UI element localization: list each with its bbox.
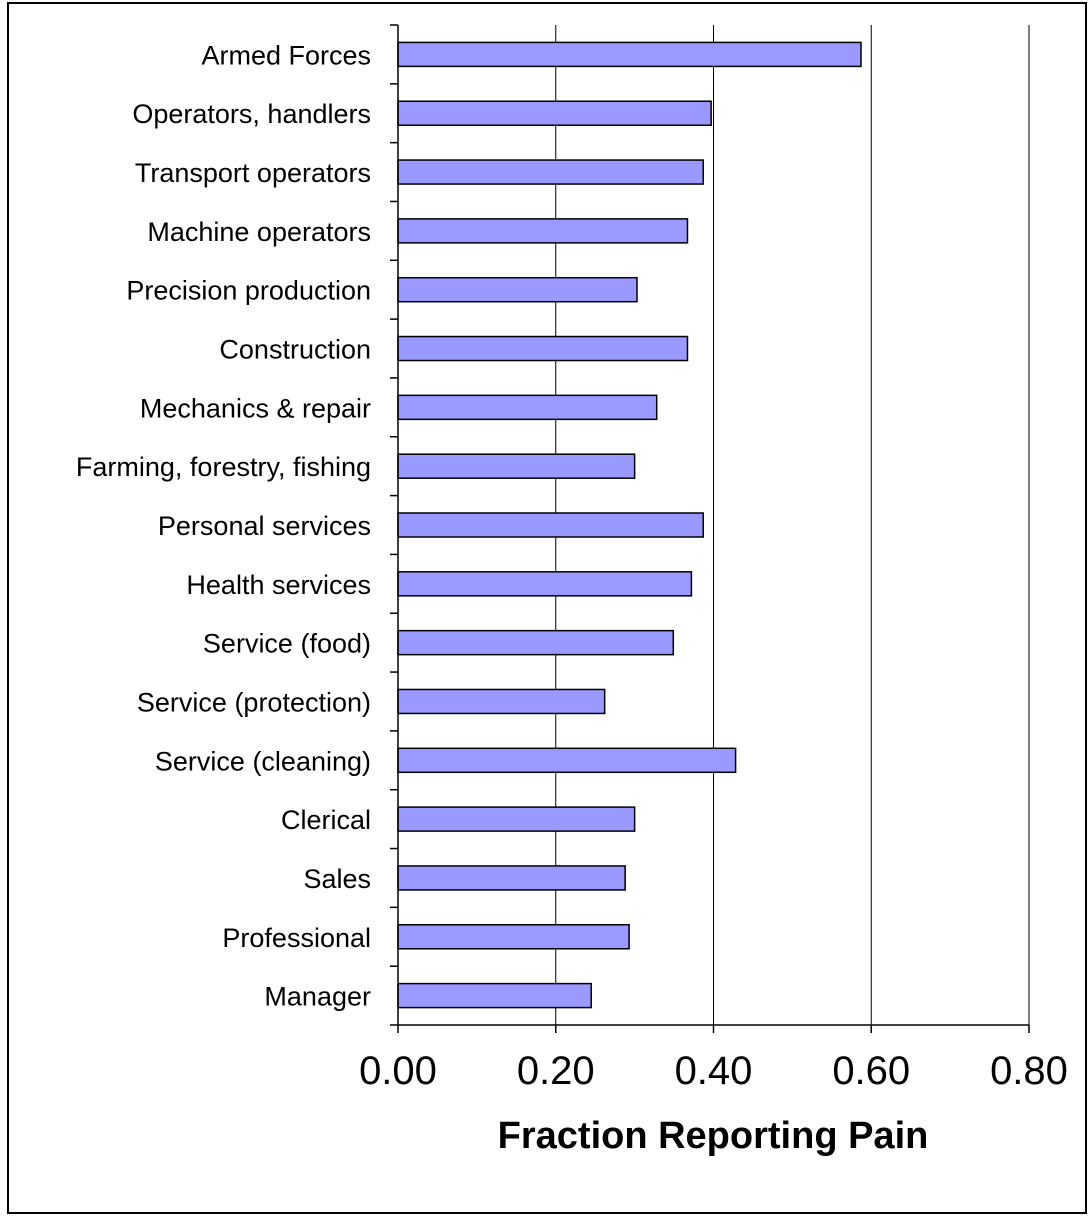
category-label: Manager [264, 982, 371, 1012]
bar [397, 159, 704, 185]
category-label: Service (cleaning) [155, 746, 371, 776]
bar [397, 100, 712, 126]
bar [397, 41, 862, 68]
category-label: Professional [222, 923, 371, 953]
category-label: Health services [186, 570, 371, 600]
category-label: Machine operators [147, 217, 371, 247]
category-label: Farming, forestry, fishing [76, 452, 371, 482]
bar [397, 276, 638, 303]
category-label: Precision production [126, 276, 371, 306]
axes [390, 24, 1030, 1033]
bar [397, 512, 704, 538]
bar [397, 982, 592, 1009]
x-axis-title: Fraction Reporting Pain [498, 1115, 929, 1157]
category-label: Armed Forces [201, 40, 371, 70]
bar [397, 629, 675, 656]
bar [397, 688, 606, 715]
category-label: Transport operators [135, 158, 371, 188]
bar [397, 806, 636, 832]
category-labels: Armed Forces Operators, handlers Transport… [76, 40, 371, 1011]
bars [397, 41, 862, 1009]
x-tick-label: 0.60 [832, 1049, 910, 1093]
bar [397, 924, 630, 950]
bar [397, 747, 737, 774]
category-label: Operators, handlers [132, 99, 371, 129]
bar [397, 453, 636, 479]
x-tick-label: 0.20 [517, 1049, 595, 1093]
x-tick-label: 0.40 [675, 1049, 753, 1093]
x-tick-label: 0.00 [359, 1049, 437, 1093]
category-label: Clerical [281, 805, 371, 835]
category-label: Service (food) [203, 629, 371, 659]
x-tick-label: 0.80 [990, 1049, 1068, 1093]
bar [397, 335, 689, 362]
category-label: Personal services [158, 511, 371, 541]
x-tick-labels: 0.00 0.20 0.40 0.60 0.80 [359, 1049, 1068, 1093]
category-label: Service (protection) [137, 687, 371, 717]
category-label: Construction [219, 335, 371, 365]
category-label: Mechanics & repair [140, 393, 371, 423]
category-label: Sales [303, 864, 371, 894]
chart-frame [7, 2, 1087, 1214]
bar [397, 571, 693, 597]
bar [397, 394, 658, 421]
bar [397, 218, 689, 244]
bar [397, 865, 626, 891]
